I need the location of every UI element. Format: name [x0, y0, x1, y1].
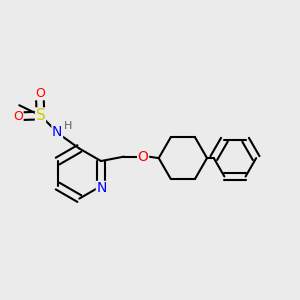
- Text: O: O: [138, 150, 148, 164]
- Text: O: O: [35, 87, 45, 100]
- Text: O: O: [13, 110, 23, 123]
- Text: N: N: [52, 125, 62, 139]
- Text: S: S: [36, 108, 45, 123]
- Text: N: N: [96, 182, 107, 195]
- Text: H: H: [64, 121, 72, 130]
